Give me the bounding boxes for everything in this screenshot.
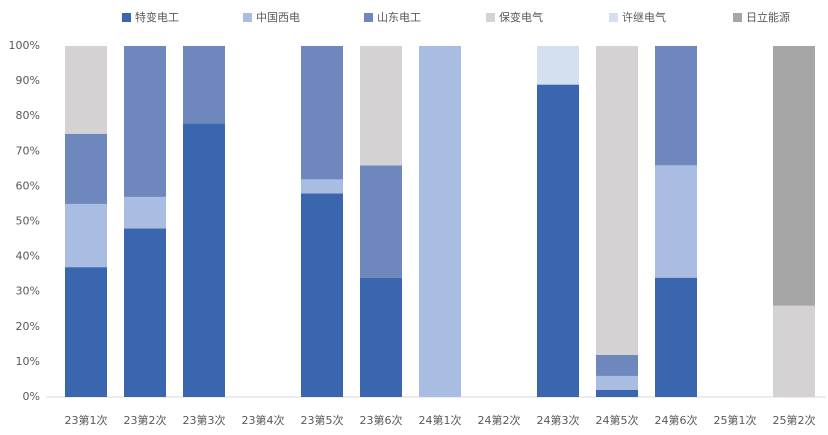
- x-tick-label: 23第5次: [301, 413, 344, 427]
- bar-segment: [360, 46, 402, 166]
- bar-segment: [65, 46, 107, 134]
- y-tick-label: 50%: [16, 215, 40, 228]
- bar-segment: [596, 389, 638, 397]
- bar-segment: [537, 84, 579, 398]
- x-tick-label: 24第6次: [655, 413, 698, 427]
- y-tick-label: 20%: [16, 320, 40, 333]
- x-tick-label: 24第1次: [419, 413, 462, 427]
- bar-segment: [419, 46, 461, 397]
- x-tick-label: 24第5次: [596, 413, 639, 427]
- bar-segment: [773, 46, 815, 306]
- y-tick-label: 40%: [16, 250, 40, 263]
- legend-swatch: [364, 13, 373, 22]
- y-tick-label: 0%: [23, 390, 40, 403]
- bar-segment: [124, 46, 166, 197]
- legend-label: 日立能源: [746, 10, 790, 24]
- bar-segment: [301, 193, 343, 397]
- legend-swatch: [733, 13, 742, 22]
- x-tick-label: 25第1次: [714, 413, 757, 427]
- bar-segment: [655, 46, 697, 166]
- legend-swatch: [243, 13, 252, 22]
- legend-label: 山东电工: [377, 11, 421, 24]
- bar-segment: [124, 196, 166, 229]
- x-tick-label: 23第4次: [242, 413, 285, 427]
- bar-segment: [65, 267, 107, 397]
- legend-label: 特变电工: [135, 10, 179, 24]
- bar-segment: [65, 203, 107, 268]
- y-tick-label: 80%: [16, 109, 40, 122]
- bar-segment: [301, 179, 343, 194]
- x-tick-label: 23第2次: [124, 413, 167, 427]
- bar-segment: [360, 165, 402, 278]
- bar-segment: [183, 123, 225, 397]
- x-tick-label: 25第2次: [773, 413, 816, 427]
- bar-segment: [655, 277, 697, 397]
- x-tick-label: 24第3次: [537, 413, 580, 427]
- bar-segment: [773, 305, 815, 397]
- x-tick-label: 23第6次: [360, 413, 403, 427]
- y-tick-label: 100%: [9, 39, 40, 52]
- y-tick-label: 70%: [16, 144, 40, 157]
- legend-label: 中国西电: [256, 11, 300, 24]
- x-tick-label: 23第3次: [183, 413, 226, 427]
- x-tick-label: 23第1次: [65, 413, 108, 427]
- bar-segment: [65, 133, 107, 204]
- y-tick-label: 30%: [16, 285, 40, 298]
- bar-segment: [596, 375, 638, 390]
- legend-swatch: [609, 13, 618, 22]
- y-tick-label: 60%: [16, 179, 40, 192]
- legend-swatch: [486, 13, 495, 22]
- x-tick-label: 24第2次: [478, 413, 521, 427]
- bar-segment: [124, 228, 166, 397]
- bar-segment: [183, 46, 225, 124]
- bar-segment: [360, 277, 402, 397]
- legend-swatch: [122, 13, 131, 22]
- y-tick-label: 90%: [16, 74, 40, 87]
- bar-segment: [596, 354, 638, 376]
- bar-segment: [301, 46, 343, 180]
- y-tick-label: 10%: [16, 355, 40, 368]
- legend-label: 保变电气: [499, 10, 543, 24]
- bar-segment: [655, 165, 697, 278]
- legend-label: 许继电气: [622, 10, 666, 24]
- bar-segment: [596, 46, 638, 355]
- bar-segment: [537, 46, 579, 85]
